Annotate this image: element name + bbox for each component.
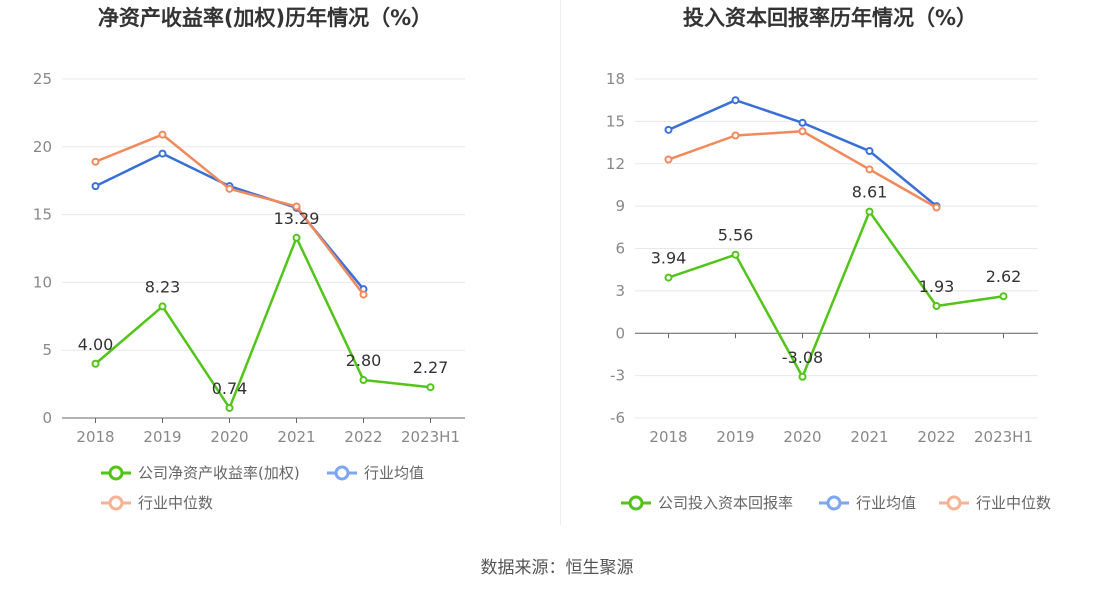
legend-roe-median[interactable]: 行业中位数 [100,492,213,513]
legend-marker-company-icon [101,465,131,480]
legend-label: 行业中位数 [976,494,1052,512]
legend-roe-company[interactable]: 公司净资产收益率(加权) [100,462,300,483]
data-point [91,359,100,368]
data-point [664,273,673,282]
legend-marker-avg-icon [819,495,849,510]
data-point [731,131,740,140]
y-tick-label: -3 [610,367,625,385]
legend-label: 公司净资产收益率(加权) [138,464,300,482]
panel-divider [560,0,561,525]
data-label: -3.08 [782,348,823,367]
y-tick-label: 20 [33,138,52,156]
data-point [865,207,874,216]
data-point [225,184,234,193]
series-line-0 [668,210,1004,379]
data-point [359,290,368,299]
legend-marker-median-icon [101,495,131,510]
series-line-2 [668,130,938,209]
legend-marker-avg-icon [327,465,357,480]
y-tick-label: 12 [606,155,625,173]
data-point [865,147,874,156]
legend-marker-company-icon [621,495,651,510]
legend-roic-median[interactable]: 行业中位数 [938,492,1051,513]
data-point [292,202,301,211]
x-tick-label: 2018 [649,428,687,446]
legend-roic-avg[interactable]: 行业均值 [818,492,916,513]
data-label: 0.74 [212,379,248,398]
y-tick-label: 10 [33,273,52,291]
data-label: 2.80 [346,351,382,370]
data-point [999,292,1008,301]
legend-marker-median-icon [939,495,969,510]
x-tick-label: 2019 [716,428,754,446]
x-tick-label: 2020 [210,428,248,446]
y-tick-label: 9 [615,197,625,215]
data-point [798,118,807,127]
y-tick-label: 15 [33,206,52,224]
series-line-1 [667,98,938,208]
y-tick-label: 6 [615,240,625,258]
x-tick-label: 2022 [917,428,955,446]
data-point [731,250,740,259]
y-tick-label: 25 [33,70,52,88]
data-point [158,149,167,158]
y-tick-label: 5 [42,341,52,359]
data-label: 3.94 [651,249,687,268]
chart-title-roic: 投入资本回报率历年情况（%） [682,6,978,30]
data-point [292,233,301,242]
x-tick-label: 2018 [76,428,114,446]
y-tick-label: 18 [606,70,625,88]
data-point [158,302,167,311]
data-label: 5.56 [718,226,754,245]
data-label: 2.27 [413,358,449,377]
x-tick-label: 2021 [277,428,315,446]
data-label: 4.00 [78,335,114,354]
legend-roe-avg[interactable]: 行业均值 [326,462,424,483]
data-label: 8.23 [145,277,181,296]
legend-label: 行业均值 [364,464,425,482]
x-tick-label: 2023H1 [401,428,460,446]
legend-label: 行业中位数 [138,494,214,512]
y-tick-label: 3 [615,282,625,300]
y-tick-label: 0 [42,409,52,427]
data-label: 1.93 [919,277,955,296]
data-point [426,383,435,392]
x-tick-label: 2021 [850,428,888,446]
data-label: 8.61 [852,183,888,202]
x-tick-label: 2022 [344,428,382,446]
x-tick-label: 2023H1 [974,428,1033,446]
data-label: 2.62 [986,267,1022,286]
chart-0-group: 25 20 15 10 5 0 2018 2019 2020 2021 2022 2023H1 4.00… [33,70,465,446]
y-tick-label: 15 [606,112,625,130]
legend-roic-company[interactable]: 公司投入资本回报率 [620,492,793,513]
chart-1-group: 18 15 12 9 6 3 0 -3 -6 2018 2019 2020 2021 2022 2023H1… [606,70,1038,446]
data-point [664,155,673,164]
data-point [225,403,234,412]
y-tick-label: 0 [615,324,625,342]
data-point [664,125,673,134]
data-point [865,165,874,174]
legend-label: 公司投入资本回报率 [658,494,794,512]
x-tick-label: 2020 [783,428,821,446]
data-point [932,301,941,310]
data-point [158,130,167,139]
data-source: 数据来源：恒生聚源 [480,558,634,578]
y-tick-label: -6 [610,409,625,427]
series-line-1 [94,152,365,290]
data-point [798,127,807,136]
data-point [91,182,100,191]
data-point [359,376,368,385]
series-line-0 [94,236,431,410]
chart-title-roe: 净资产收益率(加权)历年情况（%） [97,6,433,30]
data-point [91,157,100,166]
legend-label: 行业均值 [856,494,917,512]
data-point [731,96,740,105]
data-point [798,372,807,381]
x-tick-label: 2019 [143,428,181,446]
data-point [932,203,941,212]
data-label: 13.29 [274,209,320,228]
